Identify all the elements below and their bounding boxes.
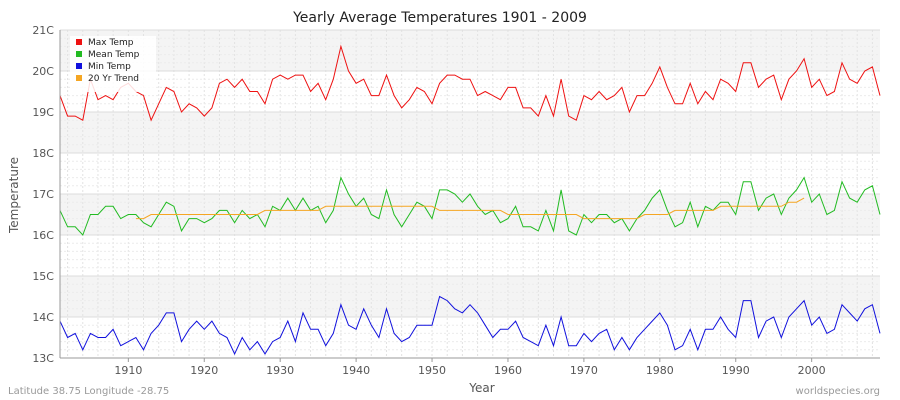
y-tick-label: 13C [32,352,54,365]
chart-title: Yearly Average Temperatures 1901 - 2009 [292,10,587,26]
legend-swatch-20-yr-trend [76,75,82,81]
plot-band [60,71,880,112]
axes: 13C 14C 15C 16C 17C 18C 19C 20C 21C 1910 1920 1930 1… [32,24,880,377]
legend-label-max-temp: Max Temp [88,38,134,48]
y-tick-label: 19C [32,106,54,119]
x-tick-label: 1930 [266,364,294,377]
plot-band [60,276,880,317]
legend-swatch-max-temp [76,39,82,45]
x-axis-title: Year [468,381,494,395]
y-tick-label: 20C [32,65,54,78]
plot-band [60,30,880,71]
y-tick-label: 16C [32,229,54,242]
x-tick-label: 1980 [646,364,674,377]
legend-box [70,36,156,92]
grid-lines [60,29,880,359]
series-line-max-temp [59,44,881,122]
legend-label-min-temp: Min Temp [88,62,131,72]
y-tick-label: 18C [32,147,54,160]
legend-swatch-mean-temp [76,51,82,57]
legend-swatch-min-temp [76,63,82,69]
legend-label-20-yr-trend: 20 Yr Trend [88,74,139,84]
legend-label-mean-temp: Mean Temp [88,50,140,60]
x-tick-label: 1950 [418,364,446,377]
footer-source: worldspecies.org [796,386,880,397]
x-tick-label: 1940 [342,364,370,377]
x-tick-label: 1990 [722,364,750,377]
series-lines [59,44,881,356]
x-tick-label: 1960 [494,364,522,377]
y-tick-label: 21C [32,24,54,37]
y-axis-title: Temperature [7,157,21,234]
series-line-min-temp [59,295,881,356]
x-tick-label: 2000 [798,364,826,377]
series-line-20-yr-trend [135,197,805,220]
plot-band [60,112,880,153]
y-tick-label: 14C [32,311,54,324]
footer-location: Latitude 38.75 Longitude -28.75 [8,386,169,397]
x-tick-label: 1920 [190,364,218,377]
x-tick-label: 1910 [114,364,142,377]
x-tick-label: 1970 [570,364,598,377]
legend: Max Temp Mean Temp Min Temp 20 Yr Trend [70,36,156,92]
y-tick-label: 17C [32,188,54,201]
plot-band [60,317,880,358]
y-tick-label: 15C [32,270,54,283]
series-line-mean-temp [59,176,881,236]
plot-band [60,235,880,276]
plot-band [60,153,880,194]
